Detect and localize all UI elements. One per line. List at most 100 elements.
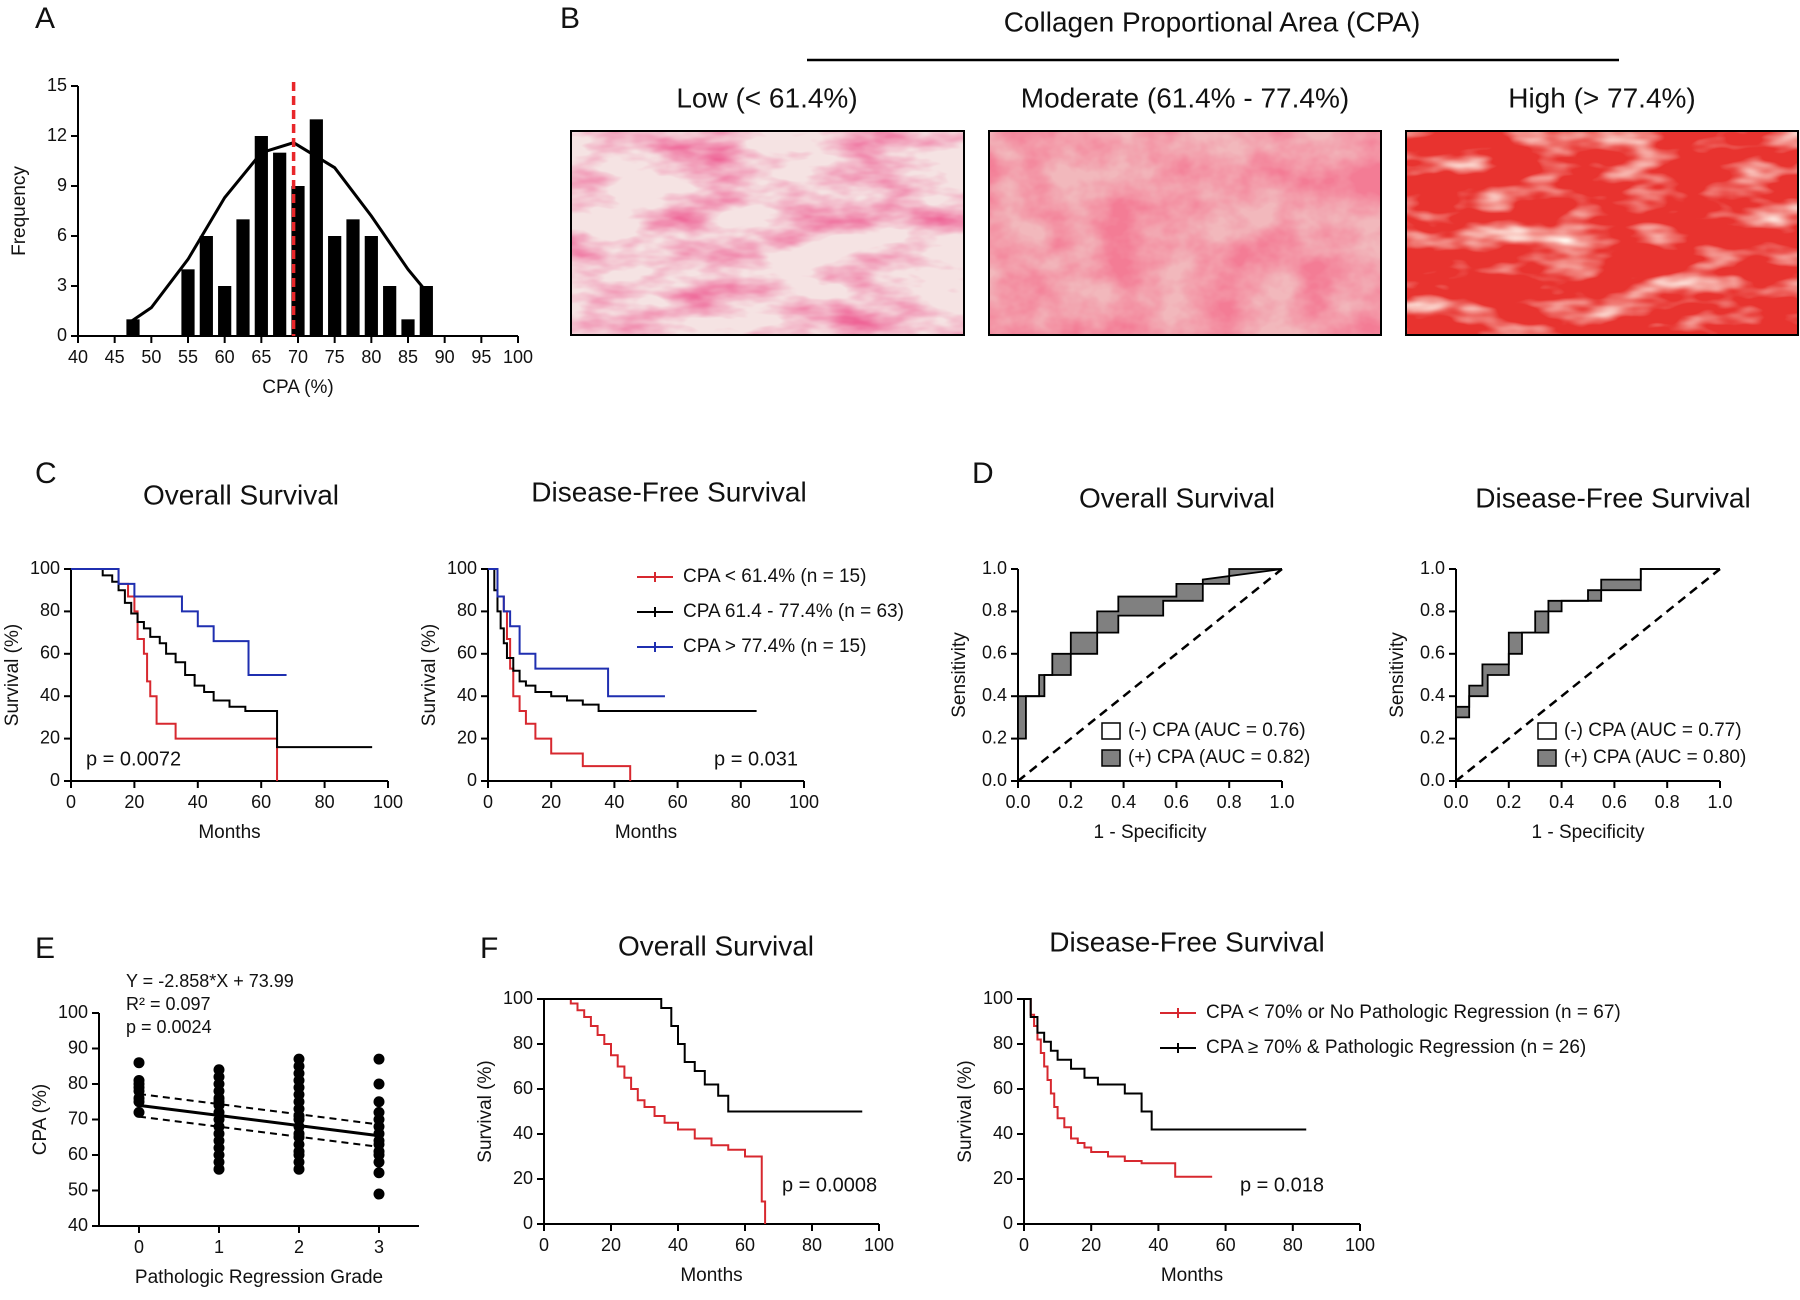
p-value: p = 0.0072 [86,748,181,770]
reference-diagonal [1017,568,1283,782]
histology-image [1405,130,1799,336]
x-tick-label: 0 [539,1235,549,1255]
histogram-bar [126,319,140,336]
panel-letter: E [35,932,55,965]
x-tick-label: 0.0 [1443,792,1468,812]
legend-label: (+) CPA (AUC = 0.80) [1564,747,1746,768]
y-tick-label: 50 [68,1179,88,1199]
image-label: Moderate (61.4% - 77.4%) [1021,82,1349,113]
p-value: p = 0.031 [714,748,798,770]
histology-image [988,130,1382,336]
chart-title: Overall Survival [1079,482,1275,513]
y-tick-label: 60 [68,1144,88,1164]
x-tick-label: 80 [315,792,335,812]
panel-letter: D [972,457,994,490]
y-tick-label: 100 [30,558,60,578]
legend-label: (-) CPA (AUC = 0.77) [1564,720,1742,741]
y-tick-label: 0 [523,1213,533,1233]
y-tick-label: 80 [68,1073,88,1093]
legend-label: CPA ≥ 70% & Pathologic Regression (n = 2… [1206,1037,1586,1058]
legend-label: CPA < 61.4% (n = 15) [683,566,866,587]
y-tick-label: 9 [57,175,67,195]
histogram-bar [181,269,195,336]
legend-label: CPA < 70% or No Pathologic Regression (n… [1206,1002,1621,1023]
y-tick-label: 0.2 [1420,727,1445,747]
legend-label: CPA > 77.4% (n = 15) [683,636,866,657]
x-tick-label: 0.6 [1602,792,1627,812]
y-axis-label: Survival (%) [475,1060,496,1162]
x-tick-label: 40 [1148,1235,1168,1255]
regression-line [138,1103,380,1138]
x-tick-label: 60 [735,1235,755,1255]
y-tick-label: 40 [993,1123,1013,1143]
histogram-bar [401,319,415,336]
y-axis-label: Frequency [9,166,30,256]
x-tick-label: 0 [1019,1235,1029,1255]
x-axis-label: Pathologic Regression Grade [135,1267,383,1288]
histogram-bar [273,152,287,336]
x-axis-label: Months [615,822,677,843]
x-tick-label: 100 [373,792,403,812]
x-tick-label: 70 [288,347,308,367]
x-tick-label: 2 [294,1237,304,1257]
x-tick-label: 0.2 [1058,792,1083,812]
y-tick-label: 1.0 [1420,558,1445,578]
x-tick-label: 0 [134,1237,144,1257]
legend-label: CPA 61.4 - 77.4% (n = 63) [683,601,904,622]
panel-letter: F [480,932,498,965]
x-tick-label: 100 [789,792,819,812]
scatter-point [133,1106,145,1118]
y-tick-label: 60 [457,643,477,663]
x-tick-label: 90 [435,347,455,367]
y-tick-label: 60 [513,1078,533,1098]
legend-label: (+) CPA (AUC = 0.82) [1128,747,1310,768]
y-axis-label: Survival (%) [955,1060,976,1162]
y-tick-label: 100 [447,558,477,578]
y-tick-label: 15 [47,75,67,95]
regression-annotation: R² = 0.097 [126,994,211,1014]
survival-curve [488,568,665,698]
y-tick-label: 0.8 [1420,600,1445,620]
y-tick-label: 20 [40,727,60,747]
y-tick-label: 6 [57,225,67,245]
chart-title: Overall Survival [143,479,339,510]
x-tick-label: 100 [864,1235,894,1255]
y-tick-label: 100 [503,988,533,1008]
survival-curve [71,568,373,749]
x-tick-label: 100 [1345,1235,1375,1255]
histogram-bar [383,286,397,336]
y-tick-label: 20 [457,727,477,747]
x-axis-label: Months [680,1265,742,1286]
y-tick-label: 0.4 [1420,685,1445,705]
x-tick-label: 0.8 [1217,792,1242,812]
y-tick-label: 12 [47,125,67,145]
x-tick-label: 1.0 [1707,792,1732,812]
legend-swatch [1101,749,1121,767]
y-tick-label: 20 [993,1168,1013,1188]
y-tick-label: 0.4 [982,685,1007,705]
x-tick-label: 0 [483,792,493,812]
x-axis-label: Months [198,822,260,843]
x-tick-label: 95 [471,347,491,367]
y-tick-label: 0.0 [982,770,1007,790]
x-tick-label: 0.2 [1496,792,1521,812]
scatter-point [373,1096,385,1108]
y-tick-label: 0.2 [982,727,1007,747]
confidence-band [138,1115,380,1148]
image-label: High (> 77.4%) [1508,82,1696,113]
histogram-bar [346,219,360,336]
y-tick-label: 3 [57,275,67,295]
x-tick-label: 1.0 [1269,792,1294,812]
chart-title: Disease-Free Survival [1049,926,1324,957]
x-tick-label: 0.0 [1005,792,1030,812]
y-axis-label: Survival (%) [2,624,23,726]
x-tick-label: 85 [398,347,418,367]
x-tick-label: 50 [141,347,161,367]
x-tick-label: 60 [251,792,271,812]
scatter-point [373,1078,385,1090]
scatter-point [293,1163,305,1175]
survival-curve [488,568,757,713]
histogram-bar [199,236,213,336]
histology-image [570,130,965,336]
regression-annotation: Y = -2.858*X + 73.99 [126,971,294,991]
